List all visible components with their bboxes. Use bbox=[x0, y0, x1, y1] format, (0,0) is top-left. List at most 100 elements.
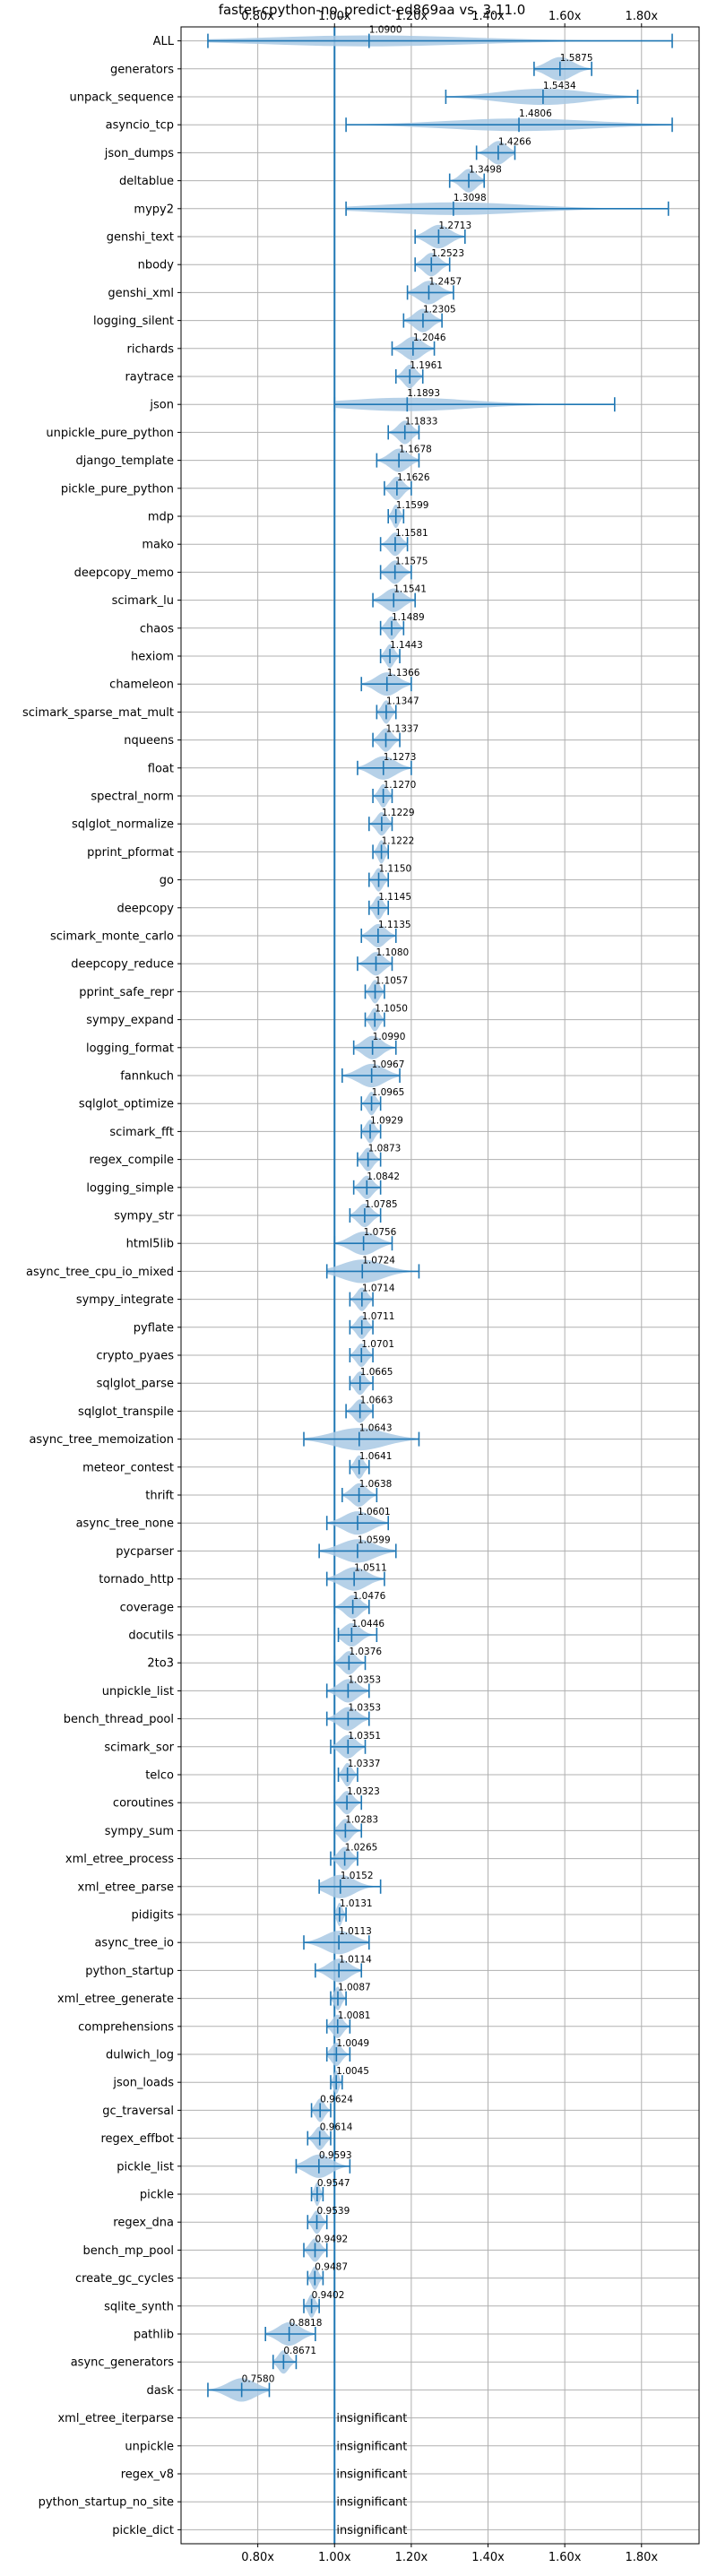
mean-value-label: 1.1833 bbox=[405, 416, 438, 427]
mean-value-label: 1.2305 bbox=[423, 305, 456, 316]
benchmark-label: logging_format bbox=[86, 1042, 174, 1055]
mean-value-label: 1.1050 bbox=[375, 1004, 408, 1015]
mean-value-label: 1.1150 bbox=[378, 864, 411, 875]
mean-value-label: 0.9547 bbox=[317, 2178, 350, 2189]
benchmark-label: logging_simple bbox=[86, 1181, 174, 1195]
mean-value-label: 1.0353 bbox=[348, 1703, 381, 1714]
benchmark-label: unpickle_pure_python bbox=[46, 427, 174, 440]
benchmark-label: pprint_pformat bbox=[87, 846, 174, 860]
benchmark-label: scimark_lu bbox=[112, 594, 174, 608]
x-tick-label-top: 0.80x bbox=[241, 10, 274, 23]
mean-value-label: 1.0900 bbox=[369, 25, 402, 36]
benchmark-label: genshi_xml bbox=[108, 287, 174, 300]
mean-value-label: 1.0663 bbox=[360, 1395, 393, 1405]
benchmark-label: pycparser bbox=[116, 1545, 174, 1559]
chart-title: faster-cpython-no_predict-ed869aa vs. 3.… bbox=[219, 2, 526, 19]
mean-value-label: 1.0599 bbox=[358, 1534, 391, 1545]
mean-value-label: 1.0353 bbox=[348, 1674, 381, 1685]
plot-frame bbox=[180, 26, 700, 2545]
benchmark-label: unpickle bbox=[125, 2440, 174, 2453]
benchmark-label: deepcopy bbox=[117, 902, 174, 915]
benchmark-label: scimark_sor bbox=[104, 1741, 174, 1754]
benchmark-label: async_generators bbox=[71, 2356, 175, 2370]
mean-value-label: 1.0376 bbox=[349, 1647, 382, 1657]
mean-value-label: 1.0873 bbox=[368, 1144, 402, 1154]
benchmark-label: pprint_safe_repr bbox=[79, 986, 174, 999]
mean-value-label: 1.3498 bbox=[469, 165, 502, 176]
mean-value-label: 1.3098 bbox=[454, 193, 487, 203]
x-tick-label-top: 1.60x bbox=[549, 10, 582, 23]
benchmark-label: gc_traversal bbox=[102, 2105, 174, 2118]
marks-layer: 1.0900 1.5875 1.5434 1.4806 1.4266 1.3498 1.30… bbox=[207, 25, 673, 2544]
mean-value-label: 1.0711 bbox=[362, 1311, 395, 1322]
mean-value-label: 1.0446 bbox=[351, 1619, 384, 1629]
mean-value-label: 0.9593 bbox=[319, 2150, 352, 2161]
benchmark-label: json_dumps bbox=[104, 147, 174, 160]
mean-value-label: 1.1273 bbox=[384, 752, 417, 763]
mean-value-label: 1.0638 bbox=[359, 1479, 393, 1490]
benchmark-label: sqlglot_optimize bbox=[79, 1098, 174, 1111]
benchmark-label: async_tree_io bbox=[94, 1937, 174, 1950]
mean-value-label: 1.4266 bbox=[498, 136, 531, 147]
benchmark-label: xml_etree_process bbox=[65, 1853, 174, 1866]
benchmark-label: regex_dna bbox=[113, 2217, 174, 2230]
benchmark-label: pathlib bbox=[134, 2329, 174, 2342]
benchmark-label: deltablue bbox=[119, 175, 174, 188]
mean-value-label: 1.4806 bbox=[519, 108, 552, 119]
benchmark-label: chameleon bbox=[109, 679, 174, 692]
mean-value-label: 1.1541 bbox=[393, 584, 427, 595]
mean-value-label: 1.0152 bbox=[341, 1871, 374, 1881]
benchmark-label: ALL bbox=[153, 35, 175, 48]
mean-value-label: 0.7580 bbox=[242, 2373, 275, 2384]
mean-value-label: 1.0323 bbox=[347, 1786, 380, 1797]
insignificant-label: insignificant bbox=[336, 2524, 407, 2537]
mean-value-label: 1.0990 bbox=[373, 1032, 406, 1042]
mean-value-label: 1.0929 bbox=[370, 1115, 403, 1126]
benchmark-label: pickle_pure_python bbox=[61, 482, 174, 496]
benchmark-label: mdp bbox=[148, 511, 174, 524]
benchmark-label: coverage bbox=[120, 1601, 174, 1614]
x-tick-label-bottom: 1.60x bbox=[549, 2551, 582, 2564]
x-tick-label-bottom: 1.00x bbox=[318, 2551, 351, 2564]
benchmark-label: sympy_expand bbox=[86, 1014, 174, 1027]
benchmark-label: dask bbox=[146, 2384, 174, 2398]
mean-value-label: 1.1599 bbox=[396, 500, 429, 511]
benchmark-label: nbody bbox=[138, 259, 175, 272]
mean-value-label: 1.0511 bbox=[354, 1563, 387, 1574]
benchmark-label: richards bbox=[127, 342, 175, 356]
mean-value-label: 1.0045 bbox=[336, 2066, 369, 2077]
benchmark-label: comprehensions bbox=[78, 2020, 174, 2034]
x-tick-label-bottom: 1.20x bbox=[395, 2551, 428, 2564]
x-tick-label-top: 1.20x bbox=[395, 10, 428, 23]
benchmark-label: create_gc_cycles bbox=[75, 2272, 174, 2286]
benchmark-label: html5lib bbox=[126, 1238, 174, 1251]
mean-value-label: 0.9539 bbox=[317, 2206, 350, 2217]
mean-value-label: 1.1626 bbox=[397, 472, 430, 483]
x-tick-label-bottom: 1.40x bbox=[471, 2551, 505, 2564]
mean-value-label: 1.1443 bbox=[390, 640, 423, 651]
mean-value-label: 1.1575 bbox=[395, 556, 428, 566]
benchmark-label: mako bbox=[142, 539, 174, 552]
mean-value-label: 1.0131 bbox=[340, 1898, 373, 1909]
mean-value-label: 1.1270 bbox=[384, 780, 417, 791]
mean-value-label: 0.9492 bbox=[315, 2234, 349, 2244]
mean-value-label: 1.1337 bbox=[386, 724, 419, 735]
benchmark-label: telco bbox=[145, 1769, 174, 1783]
mean-value-label: 1.0724 bbox=[362, 1255, 395, 1266]
mean-value-label: 1.1489 bbox=[392, 612, 425, 623]
mean-value-label: 1.1080 bbox=[376, 947, 409, 958]
benchmark-label: regex_v8 bbox=[121, 2468, 174, 2482]
benchmark-label: coroutines bbox=[113, 1797, 174, 1811]
benchmark-label: crypto_pyaes bbox=[96, 1350, 174, 1363]
mean-value-label: 1.0081 bbox=[338, 2010, 371, 2021]
insignificant-label: insignificant bbox=[336, 2440, 407, 2453]
benchmark-label: deepcopy_reduce bbox=[71, 958, 174, 972]
insignificant-label: insignificant bbox=[336, 2468, 407, 2482]
mean-value-label: 1.1229 bbox=[382, 808, 415, 818]
benchmark-label: pyflate bbox=[134, 1321, 174, 1335]
mean-value-label: 0.8671 bbox=[283, 2346, 316, 2356]
mean-value-label: 1.0785 bbox=[365, 1199, 398, 1210]
x-tick-label-bottom: 1.80x bbox=[625, 2551, 658, 2564]
